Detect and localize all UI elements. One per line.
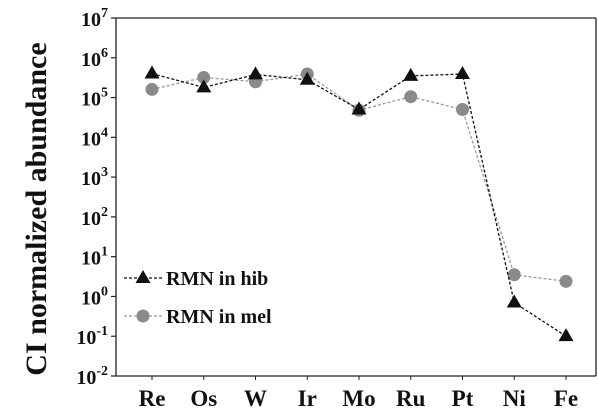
data-point	[248, 66, 263, 80]
x-tick-label: Fe	[554, 386, 578, 411]
data-point	[507, 268, 521, 282]
x-tick-label: Pt	[452, 386, 474, 411]
x-tick-label: W	[244, 386, 267, 411]
data-point	[197, 70, 211, 84]
data-point	[403, 67, 419, 81]
x-tick-label: Ni	[503, 386, 527, 411]
y-tick-label: 105	[81, 86, 108, 111]
data-point	[404, 90, 418, 104]
x-tick-label: Ir	[298, 386, 317, 411]
y-tick-label: 101	[81, 245, 108, 270]
data-point	[559, 274, 573, 288]
data-point	[145, 82, 159, 96]
legend-marker	[136, 309, 150, 323]
x-tick-label: Mo	[342, 386, 375, 411]
data-point	[455, 65, 470, 79]
y-axis-label: CI normalized abundance	[20, 42, 53, 375]
legend-label: RMN in hib	[166, 268, 268, 290]
series-layer	[144, 65, 574, 342]
data-point	[558, 328, 574, 342]
series-rmn-in-hib	[144, 65, 574, 342]
axis-layer: 107 106 105 104 103 102 101 100 10-1 10-2 Re Os W Ir M…	[76, 6, 597, 411]
legend: RMN in hib RMN in mel	[124, 268, 272, 328]
x-tick-label: Re	[139, 386, 166, 411]
y-tick-label: 10-2	[76, 364, 108, 389]
data-point	[144, 65, 160, 79]
y-tick-label: 10-1	[76, 324, 108, 349]
y-tick-label: 100	[81, 284, 108, 309]
data-point	[456, 103, 469, 117]
x-tick-label: Os	[190, 386, 217, 411]
data-point	[196, 79, 212, 93]
legend-label: RMN in mel	[166, 306, 272, 328]
legend-marker	[135, 269, 151, 283]
x-tick-label: Ru	[396, 386, 426, 411]
series-line	[151, 72, 567, 337]
data-point	[351, 101, 367, 115]
y-tick-label: 103	[81, 165, 108, 190]
y-tick-label: 106	[81, 46, 108, 71]
y-tick-label: 102	[81, 205, 108, 230]
data-point	[506, 294, 522, 308]
data-point	[299, 71, 315, 85]
y-tick-label: 104	[81, 125, 108, 150]
series-rmn-in-mel	[145, 67, 573, 288]
y-tick-label: 107	[81, 6, 108, 31]
